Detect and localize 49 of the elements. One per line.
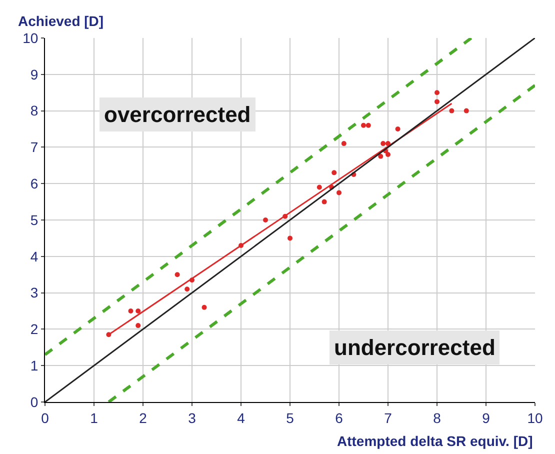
point (263, 218, 268, 222)
x-tick-label: 9 (482, 410, 490, 426)
y-tick-label: 10 (22, 30, 38, 46)
x-tick-label: 5 (286, 410, 294, 426)
point (202, 304, 207, 310)
y-tick-label: 2 (30, 321, 38, 338)
x-tick-label: 6 (335, 410, 344, 426)
x-tick-label: 1 (90, 410, 98, 426)
point (395, 126, 400, 132)
point (136, 308, 141, 314)
point (332, 170, 337, 176)
point (386, 152, 390, 157)
point (128, 308, 134, 314)
point (464, 108, 469, 114)
point (380, 141, 386, 146)
x-axis-title: Attempted delta SR equiv. [D] (337, 433, 533, 449)
x-tick-label: 3 (188, 410, 196, 426)
point (136, 323, 141, 328)
annotation: overcorrected (104, 102, 251, 127)
point (322, 199, 327, 204)
x-tick-label: 8 (433, 410, 442, 426)
point (434, 99, 440, 104)
y-tick-label: 0 (30, 394, 38, 410)
y-tick-label: 1 (30, 358, 38, 374)
point (184, 286, 190, 292)
y-tick-label: 9 (30, 66, 38, 82)
x-tick-label: 4 (237, 410, 246, 426)
y-tick-label: 8 (30, 102, 38, 119)
y-tick-label: 3 (30, 284, 38, 301)
point (434, 90, 440, 96)
x-tick-label: 7 (384, 410, 392, 426)
y-tick-label: 6 (30, 176, 38, 192)
y-tick-label: 5 (30, 212, 38, 228)
x-tick-label: 0 (41, 410, 50, 426)
y-tick-label: 4 (30, 248, 38, 264)
point (449, 108, 454, 114)
annotation: undercorrected (334, 335, 496, 360)
point (174, 272, 180, 278)
point (336, 190, 342, 196)
point (361, 122, 366, 128)
point (288, 236, 292, 241)
point (341, 141, 346, 146)
y-axis-title: Achieved [D] (18, 13, 104, 29)
x-tick-label: 2 (139, 410, 148, 426)
point (316, 184, 322, 190)
point (378, 154, 384, 159)
y-tick-label: 7 (30, 139, 38, 156)
point (366, 122, 371, 128)
x-tick-label: 10 (527, 410, 543, 426)
